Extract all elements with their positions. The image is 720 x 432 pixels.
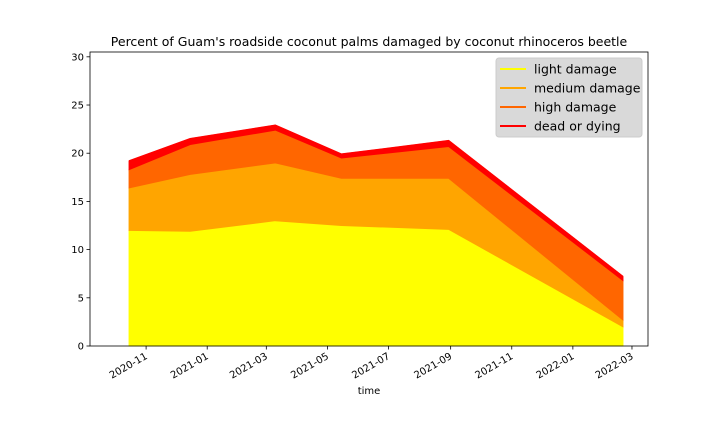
x-axis: 2020-11 2021-01 2021-03 2021-05 2021-07 2021-… — [108, 346, 636, 381]
y-tick-label: 5 — [78, 293, 84, 304]
x-tick-label: 2021-07 — [350, 351, 392, 381]
legend-label-dead-or-dying: dead or dying — [534, 119, 621, 134]
x-tick-label: 2021-03 — [228, 351, 270, 381]
legend-label-high-damage: high damage — [534, 100, 617, 115]
x-axis-label: time — [358, 386, 381, 397]
x-tick-label: 2021-01 — [169, 351, 211, 381]
x-tick-label: 2022-03 — [594, 351, 636, 381]
legend-label-medium-damage: medium damage — [534, 81, 641, 96]
x-tick-label: 2021-05 — [289, 351, 331, 381]
x-tick-label: 2022-01 — [535, 351, 577, 381]
y-tick-label: 10 — [71, 245, 84, 256]
area-layer — [128, 124, 624, 347]
x-tick-label: 2021-11 — [474, 351, 516, 381]
legend: light damage medium damage high damage dead… — [495, 57, 643, 138]
line-dead-or-dying — [128, 124, 624, 278]
x-tick-label: 2021-09 — [412, 351, 454, 381]
legend-label-light-damage: light damage — [534, 62, 617, 77]
y-tick-label: 0 — [78, 342, 84, 353]
y-tick-label: 20 — [71, 149, 84, 160]
y-tick-label: 25 — [71, 101, 84, 112]
plot-frame — [89, 51, 649, 347]
y-axis: 0 5 10 15 20 25 30 — [71, 52, 90, 353]
legend-box — [495, 57, 643, 138]
y-tick-label: 15 — [71, 197, 84, 208]
chart-title: Percent of Guam's roadside coconut palms… — [111, 34, 628, 49]
y-tick-label: 30 — [71, 52, 84, 63]
x-tick-label: 2020-11 — [108, 351, 150, 381]
